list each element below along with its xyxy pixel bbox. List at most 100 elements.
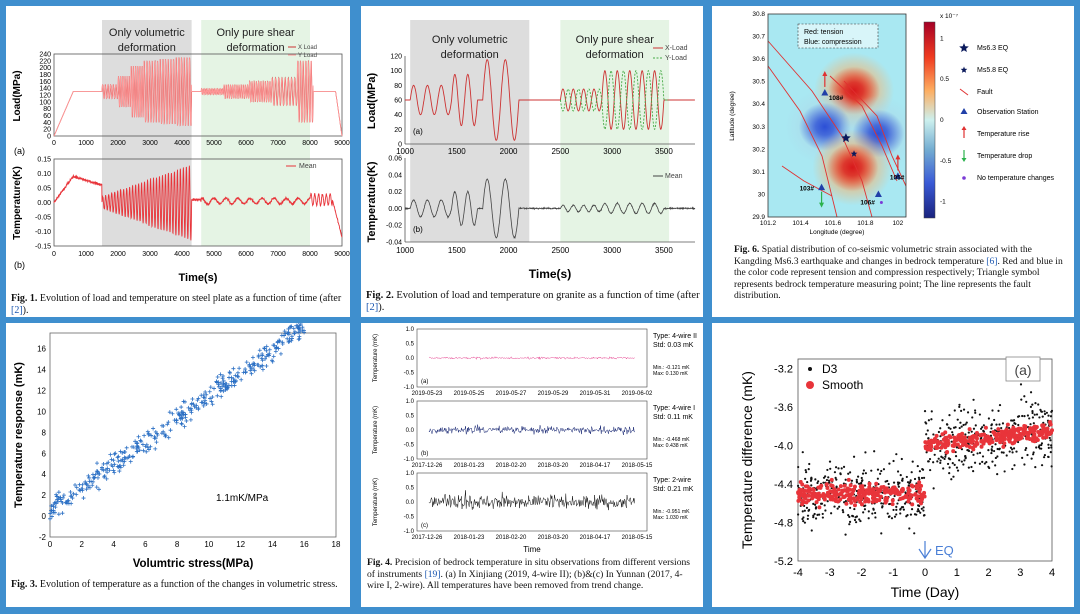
data-point [260, 351, 265, 356]
data-point [202, 401, 207, 406]
data-point [210, 395, 215, 400]
d3-point [1040, 464, 1044, 467]
data-point [61, 493, 66, 498]
data-point [109, 462, 114, 467]
d3-point [1048, 436, 1051, 440]
station-label: 108# [829, 95, 844, 102]
d3-point [864, 472, 867, 475]
d3-point [1034, 402, 1037, 405]
x-tick-label: 2019-05-25 [454, 391, 485, 397]
legend-rise-arrowhead [961, 126, 967, 130]
x-tick-label: 2019-05-23 [412, 391, 443, 397]
data-point [289, 338, 294, 343]
smooth-point [800, 502, 805, 507]
smooth-point [996, 427, 1001, 432]
smooth-point [827, 494, 832, 499]
colorbar-scale-label: x 10⁻⁷ [940, 13, 959, 20]
d3-point [917, 508, 920, 511]
data-point [102, 475, 107, 480]
d3-point [824, 475, 827, 478]
d3-point [921, 468, 925, 471]
smooth-point [907, 488, 912, 493]
y-tick-label: 80 [394, 83, 402, 90]
d3-point [814, 517, 818, 520]
x-tick-label: 101.6 [825, 220, 842, 227]
smooth-point [979, 444, 984, 449]
data-point [74, 485, 79, 490]
d3-point [822, 481, 825, 484]
d3-point [803, 521, 807, 524]
y-tick-label: -0.5 [404, 371, 415, 377]
data-point [227, 370, 232, 375]
eq-temperature-chart: -4 -3 -2 -1 0 1 2 3 4 -3.2 -3.6 -4.0 -4.4 -4.8 -5.2 EQ D… [739, 356, 1055, 600]
data-point [239, 377, 244, 382]
data-point [275, 340, 280, 345]
d3-point [967, 449, 971, 453]
smooth-point [971, 435, 976, 440]
d3-point [827, 479, 831, 482]
data-point [133, 439, 138, 444]
smooth-point [920, 494, 925, 499]
d3-point [886, 479, 889, 483]
d3-point [991, 409, 994, 412]
x-tick-label: 14 [268, 540, 277, 549]
smooth-point [910, 502, 915, 507]
smooth-point [939, 445, 944, 450]
smooth-point [1012, 429, 1017, 434]
data-point [270, 359, 275, 364]
y-tick-label: 0.0 [406, 500, 415, 506]
y-tick-label: 10 [37, 407, 46, 416]
smooth-point [848, 483, 853, 488]
smooth-point [883, 500, 888, 505]
panel-b-label: (b) [14, 260, 25, 270]
data-point [145, 445, 150, 450]
d3-point [861, 479, 864, 482]
d3-point [996, 473, 999, 476]
noise-series [428, 490, 636, 511]
smooth-point [985, 437, 990, 442]
smooth-point [844, 501, 849, 506]
smooth-point [870, 499, 875, 504]
slope-annotation: 1.1mK/MPa [216, 493, 269, 504]
smooth-point [941, 437, 946, 442]
d3-point [801, 510, 804, 513]
data-point [137, 448, 142, 453]
data-point [130, 444, 135, 449]
legend-d3-swatch [808, 367, 812, 371]
data-point [70, 496, 75, 501]
x-tick-label: 18 [332, 540, 341, 549]
data-point [183, 412, 188, 417]
d3-point [958, 459, 961, 462]
d3-point [895, 505, 898, 508]
y-tick-label: 0 [47, 134, 51, 141]
d3-point [821, 516, 824, 519]
d3-point [855, 478, 858, 481]
d3-point [862, 469, 866, 472]
smooth-point [898, 496, 903, 501]
d3-point [939, 435, 942, 438]
data-point [263, 356, 268, 361]
data-point [256, 362, 261, 367]
d3-point [983, 462, 986, 465]
info-blue-text: Blue: compression [804, 39, 862, 46]
d3-point [807, 468, 810, 471]
data-point [188, 417, 193, 422]
d3-point [881, 505, 884, 508]
x-tick-label: 2019-06-02 [622, 391, 653, 397]
d3-point [971, 416, 974, 419]
data-point [91, 479, 96, 484]
d3-point [956, 469, 960, 472]
temperature-mean-line [404, 177, 696, 239]
figure-eq-panel: -4 -3 -2 -1 0 1 2 3 4 -3.2 -3.6 -4.0 -4.4 -4.8 -5.2 EQ D… [712, 323, 1074, 607]
x-tick-label: 12 [236, 540, 245, 549]
x-tick-label: 101.8 [857, 220, 874, 227]
data-point [142, 433, 147, 438]
y-tick-label: 40 [43, 120, 51, 127]
fig1-chart: Only volumetric deformation Only pure shea… [12, 20, 350, 284]
data-point [78, 488, 83, 493]
info-box [797, 23, 879, 49]
d3-point [1029, 423, 1032, 426]
data-point [166, 435, 171, 440]
data-point [264, 348, 269, 353]
d3-point [1032, 422, 1035, 425]
